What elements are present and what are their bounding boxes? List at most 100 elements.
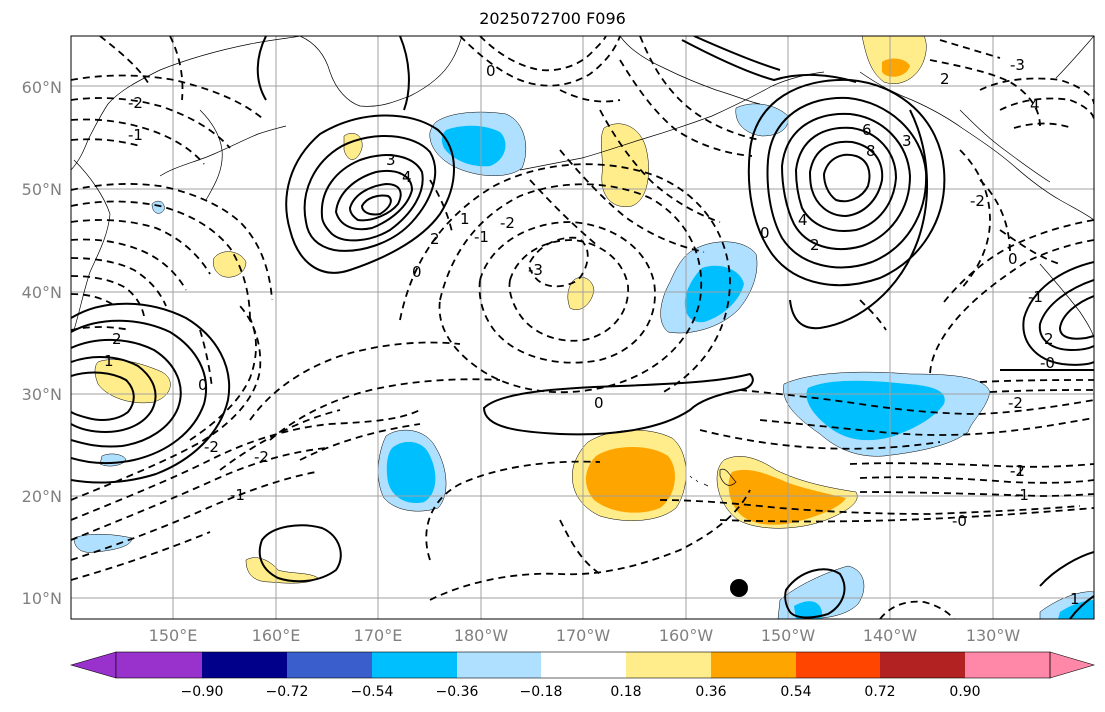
contour-label: -1 (474, 228, 489, 246)
contour-line (859, 476, 1094, 484)
contour-line (269, 378, 501, 441)
contour-line (71, 97, 231, 149)
contour-line (303, 135, 437, 252)
contour-line (71, 293, 113, 305)
contour-line (438, 183, 703, 394)
contour-line (71, 275, 145, 317)
location-marker (730, 579, 748, 597)
contour-label: -3 (528, 261, 543, 279)
gridlines (71, 36, 1094, 619)
contour-labels: 3 4 2 1 0 -1 -2 -3 -2 -1 0 6 8 4 2 0 3 2… (104, 56, 1080, 608)
contour-line (249, 341, 461, 421)
contour-line (822, 153, 871, 203)
lon-label: 140°W (862, 626, 918, 645)
contour-label: -1 (230, 486, 245, 504)
contour-label: -1 (1010, 462, 1025, 480)
contour-line (71, 319, 208, 465)
contour-line (719, 507, 1094, 523)
contour-line (320, 154, 424, 242)
contour-line (399, 163, 731, 395)
lat-label: 30°N (21, 385, 62, 404)
contour-label: 2 (430, 230, 440, 248)
contour-line (71, 326, 131, 331)
contour-line (169, 36, 184, 101)
colorbar-tick-label: −0.90 (180, 684, 224, 700)
lat-label: 10°N (21, 589, 62, 608)
contour-line (199, 329, 213, 389)
colorbar-tick-label: −0.54 (350, 684, 394, 700)
contour-line (859, 299, 887, 331)
lon-label: 160°E (251, 626, 301, 645)
colorbar-segment (457, 652, 541, 678)
colorbar-segment (202, 652, 287, 678)
colorbar-segment (965, 652, 1050, 678)
lat-label: 60°N (21, 78, 62, 97)
contour-line (71, 219, 211, 275)
contour-line (999, 229, 1061, 265)
lat-label: 50°N (21, 180, 62, 199)
contour-label: 2 (1044, 330, 1054, 348)
colorbar-segment (287, 652, 372, 678)
contour-line (739, 389, 1094, 415)
colorbar-tick-label: 0.90 (949, 684, 981, 700)
anomaly-positive-region (567, 277, 595, 310)
contour-line (999, 97, 1094, 121)
contour-label: 3 (386, 151, 396, 169)
contour-line (71, 531, 211, 581)
contour-line (979, 379, 1094, 383)
contour-label: -3 (1010, 56, 1025, 74)
contour-line (71, 339, 182, 448)
colorbar-segment (541, 652, 626, 678)
colorbar-outline (115, 651, 1051, 679)
contour-line (99, 36, 151, 87)
anomaly-negative-region (735, 103, 789, 137)
contour-line (989, 389, 1094, 393)
colorbar-tick-label: −0.72 (265, 684, 309, 700)
contour-line (559, 149, 705, 253)
contour-line (71, 302, 231, 484)
contour-label: 0 (594, 394, 604, 412)
contour-line (71, 371, 135, 421)
contour-line (425, 460, 601, 561)
lat-label: 40°N (21, 283, 62, 302)
lon-label: 130°W (965, 626, 1021, 645)
lon-label: 180°W (453, 626, 509, 645)
contour-line (529, 179, 599, 247)
contour-label: 2 (112, 330, 122, 348)
contour-line (789, 109, 929, 330)
contour-line (959, 149, 991, 291)
contour-line (71, 471, 317, 561)
anomaly-strong-positive-region (585, 447, 675, 513)
anomaly-strong-negative-region (806, 380, 945, 441)
contour-line (639, 36, 761, 141)
contour-line (508, 239, 629, 342)
contour-label: -2 (1010, 462, 1025, 480)
contour-line (879, 600, 955, 619)
contour-label: 0 (486, 62, 496, 80)
contour-line (189, 317, 257, 441)
contour-line (599, 109, 721, 223)
contour-label: 0 (760, 224, 770, 242)
anomaly-positive-region (213, 251, 247, 278)
contour-line (71, 183, 273, 301)
lon-label: 170°W (555, 626, 611, 645)
contour-label: -2 (1008, 394, 1023, 412)
contour-line (71, 305, 262, 501)
colorbar-tick-label: 0.72 (864, 684, 896, 700)
colorbar-tick-label: 0.18 (610, 684, 642, 700)
anomaly-strong-positive-region (882, 58, 910, 77)
contour-label: 0 (198, 376, 208, 394)
map-title: 2025072700 F096 (479, 9, 626, 28)
contour-label: -2 (500, 214, 515, 232)
coastlines (71, 36, 1094, 487)
contour-label: 4 (1030, 96, 1040, 114)
colorbar-segment (372, 652, 457, 678)
contour-line (71, 238, 187, 291)
lon-label: 160°W (658, 626, 714, 645)
contour-label: 4 (402, 168, 412, 186)
anomaly-strong-negative-region (1058, 600, 1094, 619)
contour-label: 8 (866, 142, 876, 160)
contour-line (258, 524, 342, 583)
contour-line (256, 36, 267, 101)
contour-label: 2 (810, 236, 820, 254)
